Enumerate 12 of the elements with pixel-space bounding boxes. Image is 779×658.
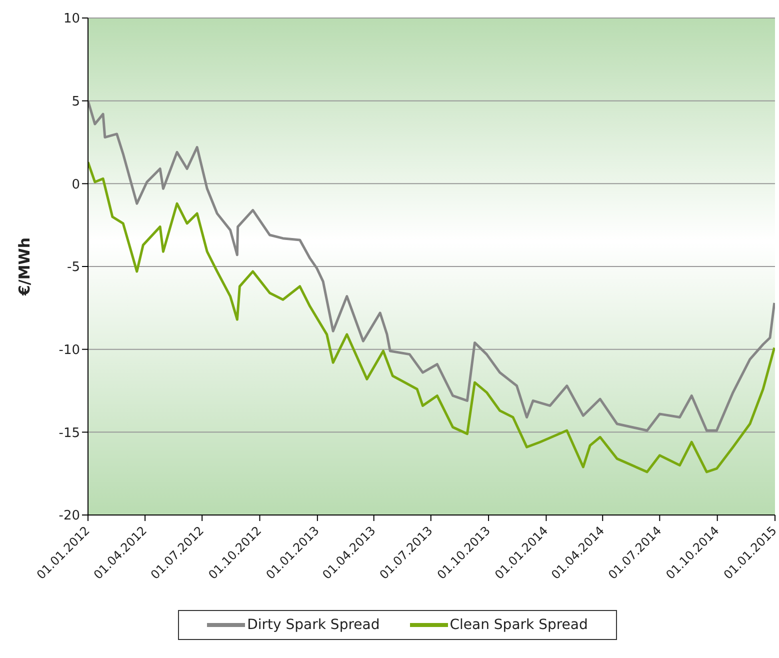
y-tick-label: -10 <box>58 342 80 358</box>
y-tick-label: 10 <box>63 12 80 27</box>
y-axis-title: €/MWh <box>15 237 34 297</box>
y-tick-label: -5 <box>67 260 80 276</box>
y-tick-label: 5 <box>72 94 80 110</box>
y-tick-label: 0 <box>72 177 80 192</box>
legend-label: Dirty Spark Spread <box>246 617 380 633</box>
line-series <box>88 160 775 474</box>
y-tick-label: -15 <box>58 426 80 441</box>
line-series <box>88 100 775 432</box>
y-tick-label: -20 <box>58 508 80 524</box>
legend-label: Clean Spark Spread <box>448 617 588 633</box>
